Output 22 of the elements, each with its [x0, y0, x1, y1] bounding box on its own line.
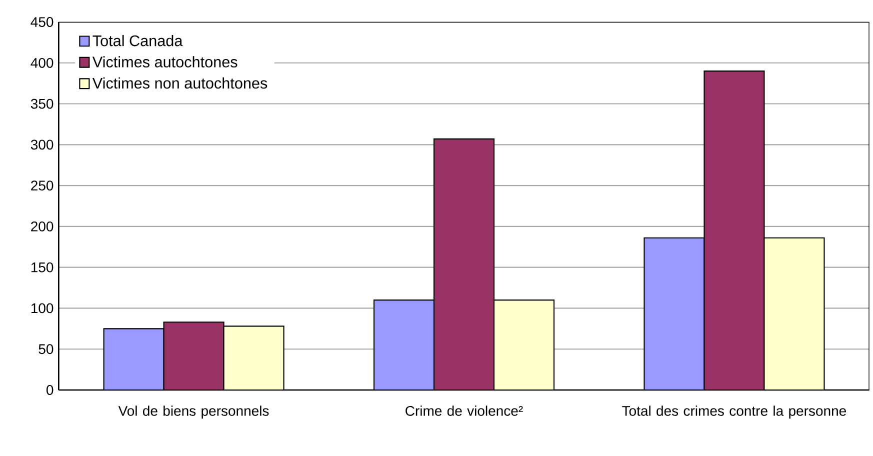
legend-label: Victimes non autochtones — [92, 77, 268, 89]
bar — [223, 326, 284, 390]
y-tick-label: 300 — [30, 140, 54, 150]
y-tick-label: 450 — [30, 17, 54, 27]
bar — [704, 70, 765, 390]
x-tick-label: Vol de biens personnels — [118, 406, 269, 419]
y-tick-label: 50 — [38, 344, 54, 354]
x-tick-label: Total des crimes contre la personne — [622, 406, 846, 419]
y-tick-label: 400 — [30, 58, 54, 68]
y-tick-label: 100 — [31, 303, 54, 314]
legend-label: Victimes autochtones — [92, 56, 238, 68]
y-tick-label: 350 — [30, 98, 54, 109]
x-tick-label: Crime de violence² — [406, 406, 523, 416]
bar — [433, 138, 495, 390]
bar — [163, 322, 224, 390]
bar — [764, 237, 825, 390]
y-tick-label: 250 — [31, 180, 54, 191]
legend-label: Total Canada — [92, 34, 183, 46]
y-tick-label: 200 — [31, 221, 54, 232]
y-tick-label: 0 — [46, 385, 54, 395]
y-tick-label: 150 — [31, 262, 54, 272]
bar — [493, 300, 555, 390]
